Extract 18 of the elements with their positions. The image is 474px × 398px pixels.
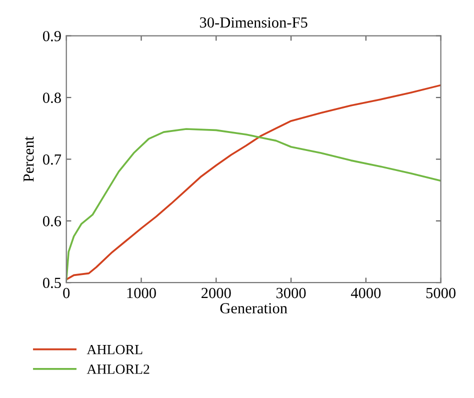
x-axis-title: Generation — [220, 303, 288, 314]
chart-title: 30-Dimension-F5 — [200, 17, 308, 28]
x-tick-label: 0 — [63, 288, 70, 298]
y-tick-label: 0.6 — [42, 216, 62, 226]
y-tick-label: 0.8 — [42, 92, 61, 104]
legend-label: AHLORL2 — [86, 364, 150, 374]
legend-label: AHLORL — [86, 344, 142, 354]
y-axis-title: Percent — [24, 136, 34, 182]
line-series — [66, 84, 441, 280]
x-tick-label: 5000 — [426, 288, 456, 298]
line-series — [66, 128, 441, 280]
x-tick-label: 1000 — [127, 288, 156, 298]
x-tick-label: 2000 — [202, 288, 231, 298]
y-tick-label: 0.5 — [42, 278, 61, 288]
x-tick-label: 4000 — [350, 288, 381, 298]
y-tick-label: 0.9 — [42, 30, 61, 42]
y-tick-label: 0.7 — [42, 154, 62, 165]
x-tick-label: 3000 — [276, 288, 306, 298]
